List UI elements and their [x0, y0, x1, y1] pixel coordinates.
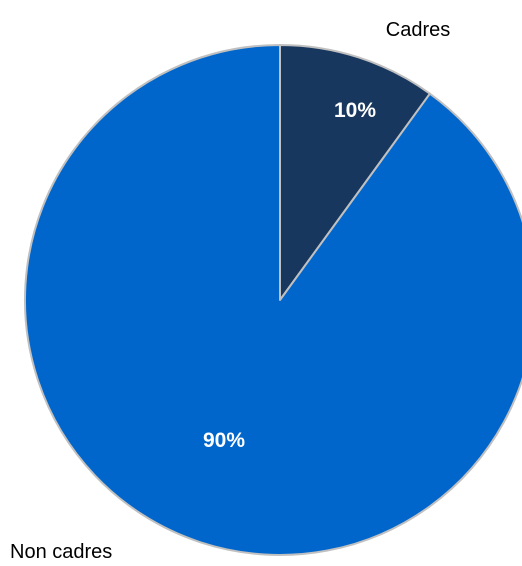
data-label-non-cadres: 90% [203, 429, 245, 452]
data-label-cadres: 10% [334, 99, 376, 122]
pie-slice-non-cadres [24, 44, 522, 556]
category-label-cadres: Cadres [386, 19, 450, 41]
category-label-non-cadres: Non cadres [10, 541, 112, 563]
pie-slice-cadres [279, 44, 431, 301]
